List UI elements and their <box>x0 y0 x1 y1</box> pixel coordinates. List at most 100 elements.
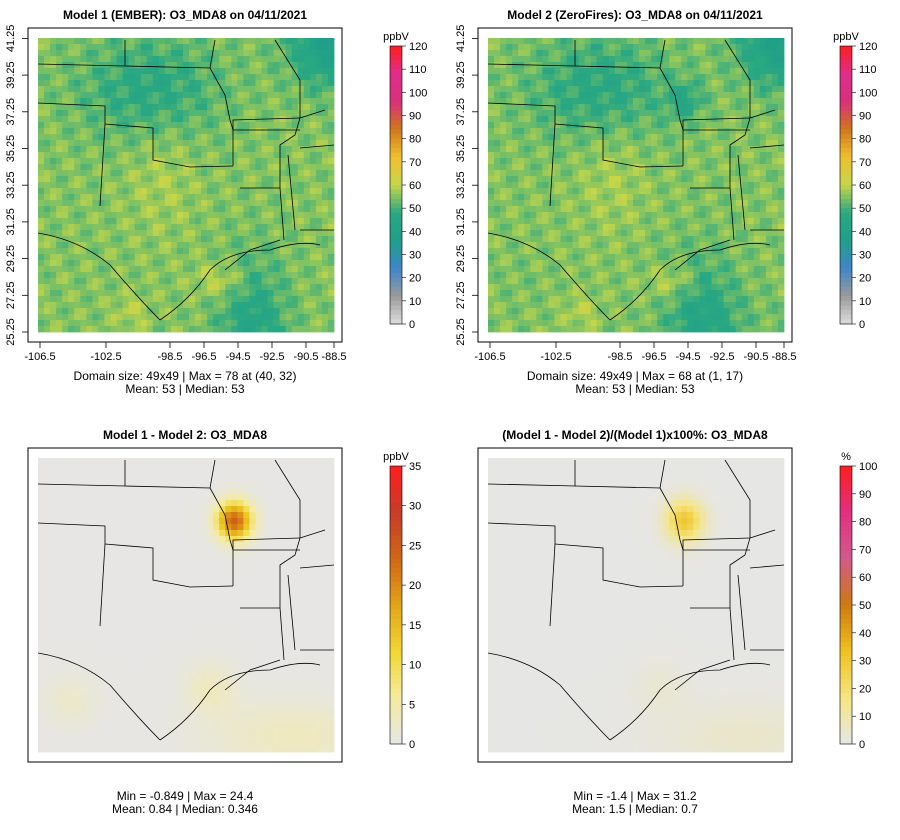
heatmap-cell <box>182 152 190 159</box>
heatmap-cell <box>645 320 652 327</box>
heatmap-cell <box>182 62 190 69</box>
heatmap-cell <box>182 104 190 111</box>
heatmap-cell <box>80 128 87 135</box>
heatmap-cell <box>261 62 268 69</box>
heatmap-cell <box>723 212 731 219</box>
heatmap-cell <box>560 290 567 297</box>
heatmap-cell <box>309 254 317 261</box>
heatmap-cell <box>494 224 501 231</box>
heatmap-cell <box>98 266 105 273</box>
heatmap-cell <box>518 50 525 57</box>
heatmap-cell <box>231 200 238 207</box>
heatmap-cell <box>596 110 604 117</box>
heatmap-cell <box>303 278 311 285</box>
heatmap-cell <box>663 128 670 135</box>
heatmap-cell <box>201 110 208 117</box>
heatmap-cell <box>741 98 749 105</box>
heatmap-cell <box>584 200 592 207</box>
heatmap-cell <box>170 260 178 267</box>
heatmap-cell <box>729 152 737 159</box>
heatmap-cell <box>110 98 117 105</box>
heatmap-cell <box>735 170 743 177</box>
heatmap-cell <box>182 302 190 309</box>
heatmap-cell <box>560 254 567 261</box>
heatmap-cell <box>518 176 525 183</box>
heatmap-cell <box>711 152 718 159</box>
heatmap-cell <box>261 176 268 183</box>
heatmap-cell <box>267 242 274 249</box>
heatmap-cell <box>602 140 610 147</box>
heatmap-cell <box>705 86 712 93</box>
heatmap-cell <box>140 248 148 255</box>
heatmap-cell <box>566 92 573 99</box>
heatmap-cell <box>584 80 592 87</box>
heatmap-cell <box>626 146 634 153</box>
heatmap-cell <box>231 134 238 141</box>
heatmap-cell <box>554 182 561 189</box>
heatmap-cell <box>195 188 202 195</box>
heatmap-cell <box>777 194 785 201</box>
heatmap-cell <box>128 218 136 225</box>
heatmap-cell <box>765 326 773 333</box>
heatmap-cell <box>68 290 75 297</box>
heatmap-cell <box>182 212 190 219</box>
heatmap-cell <box>303 164 311 171</box>
heatmap-cell <box>584 62 592 69</box>
heatmap-cell <box>651 320 658 327</box>
heatmap-cell <box>687 176 694 183</box>
heatmap-cell <box>530 260 537 267</box>
heatmap-cell <box>626 74 634 81</box>
heatmap-cell <box>554 80 561 87</box>
heatmap-cell <box>285 284 293 291</box>
heatmap-cell <box>219 152 226 159</box>
heatmap-cell <box>164 98 172 105</box>
heatmap-cell <box>249 62 256 69</box>
heatmap-cell <box>273 302 281 309</box>
heatmap-cell <box>303 224 311 231</box>
heatmap-cell <box>530 224 537 231</box>
heatmap-cell <box>651 122 658 129</box>
heatmap-cell <box>291 128 299 135</box>
heatmap-cell <box>705 248 712 255</box>
heatmap-cell <box>170 50 178 57</box>
heatmap-cell <box>219 104 226 111</box>
heatmap-cell <box>170 140 178 147</box>
heatmap-cell <box>56 194 63 201</box>
heatmap-cell <box>279 128 287 135</box>
heatmap-cell <box>512 98 519 105</box>
heatmap-cell <box>747 254 755 261</box>
heatmap-cell <box>68 92 75 99</box>
heatmap-cell <box>80 122 87 129</box>
heatmap-cell <box>213 320 220 327</box>
heatmap-cell <box>560 278 567 285</box>
heatmap-cell <box>92 68 99 75</box>
heatmap-cell <box>771 248 779 255</box>
heatmap-cell <box>777 242 785 249</box>
heatmap-cell <box>626 224 634 231</box>
heatmap-cell <box>578 38 586 45</box>
heatmap-cell <box>255 92 262 99</box>
heatmap-cell <box>201 128 208 135</box>
heatmap-cell <box>213 92 220 99</box>
heatmap-cell <box>669 122 676 129</box>
heatmap-cell <box>590 92 598 99</box>
heatmap-cell <box>777 134 785 141</box>
heatmap-cell <box>68 182 75 189</box>
heatmap-cell <box>68 68 75 75</box>
heatmap-cell <box>566 182 573 189</box>
heatmap-cell <box>548 218 555 225</box>
heatmap-cell <box>261 110 268 117</box>
heatmap-cell <box>620 308 628 315</box>
heatmap-cell <box>303 110 311 117</box>
heatmap-cell <box>62 62 69 69</box>
heatmap-cell <box>500 200 507 207</box>
heatmap-cell <box>572 308 580 315</box>
heatmap-cell <box>134 92 142 99</box>
heatmap-cell <box>243 188 250 195</box>
heatmap-cell <box>639 128 646 135</box>
heatmap-cell <box>578 146 586 153</box>
heatmap-cell <box>176 122 184 129</box>
heatmap-cell <box>645 260 652 267</box>
heatmap-cell <box>201 92 208 99</box>
heatmap-cell <box>50 128 57 135</box>
